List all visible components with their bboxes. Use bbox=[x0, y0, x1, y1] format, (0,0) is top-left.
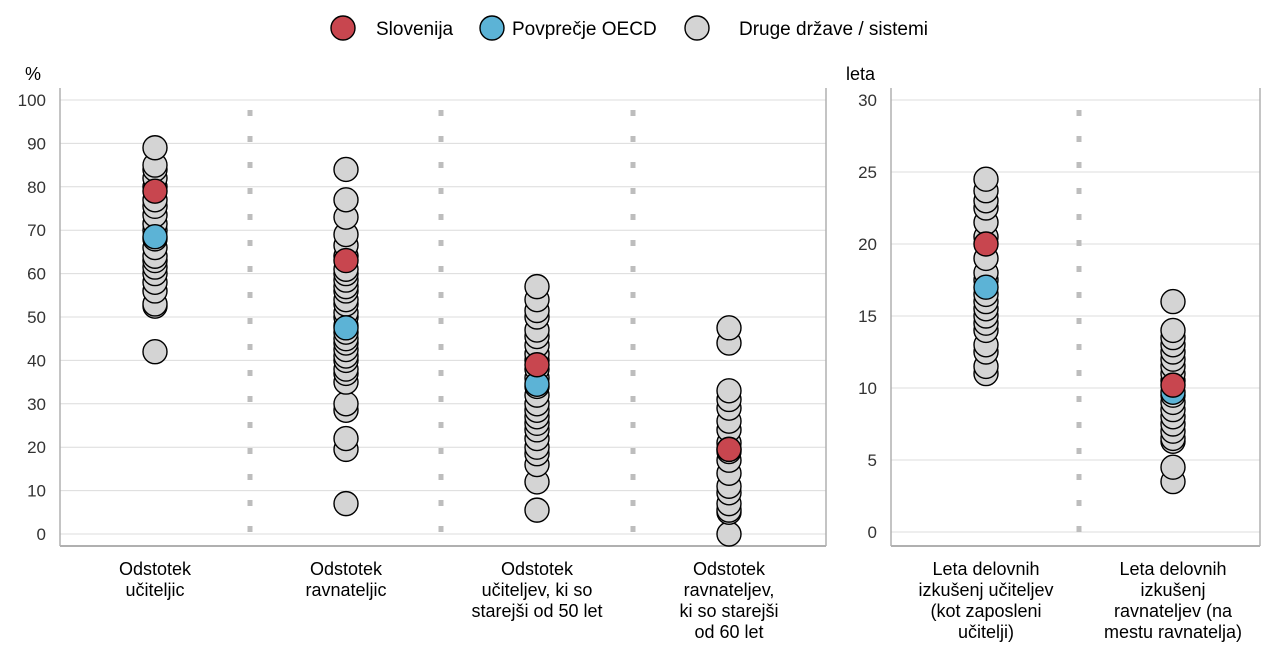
legend-label-1: Povprečje OECD bbox=[512, 19, 657, 40]
point-other bbox=[333, 425, 359, 452]
point-oecd bbox=[973, 274, 999, 300]
point-other bbox=[1160, 317, 1186, 344]
point-other bbox=[524, 273, 550, 300]
y-tick-label: 70 bbox=[27, 221, 46, 240]
point-other bbox=[142, 135, 168, 161]
legend-marker-2 bbox=[684, 15, 710, 41]
point-other bbox=[1160, 288, 1186, 315]
legend-label-2: Druge države / sistemi bbox=[739, 19, 928, 40]
category-label-0: Odstotek učiteljic bbox=[119, 559, 192, 600]
point-oecd bbox=[333, 315, 359, 341]
category-label-1: Leta delovnih izkušenj ravnateljev (na mest… bbox=[1104, 559, 1242, 642]
point-other bbox=[524, 497, 550, 523]
y-tick-label: 25 bbox=[858, 163, 877, 182]
point-slovenia bbox=[333, 247, 359, 274]
category-label-3: Odstotek ravnateljev, ki so starejši od 60 … bbox=[679, 559, 778, 642]
y-tick-label: 10 bbox=[27, 482, 46, 501]
unit-label: % bbox=[25, 64, 41, 84]
unit-label: leta bbox=[846, 64, 876, 84]
point-other bbox=[333, 187, 359, 213]
category-label-1: Odstotek ravnateljic bbox=[305, 559, 386, 600]
point-other bbox=[333, 391, 359, 417]
legend-marker-0 bbox=[330, 15, 356, 41]
y-tick-label: 90 bbox=[27, 134, 46, 153]
y-tick-label: 20 bbox=[27, 438, 46, 457]
point-slovenia bbox=[524, 352, 550, 378]
y-tick-label: 20 bbox=[858, 235, 877, 254]
y-tick-label: 0 bbox=[37, 525, 46, 544]
y-tick-label: 10 bbox=[858, 379, 877, 398]
point-other bbox=[716, 315, 742, 341]
y-tick-label: 60 bbox=[27, 265, 46, 284]
point-slovenia bbox=[142, 178, 168, 204]
legend-label-0: Slovenija bbox=[376, 19, 454, 40]
point-other bbox=[716, 521, 742, 547]
point-oecd bbox=[142, 224, 168, 250]
y-tick-label: 100 bbox=[18, 91, 46, 110]
point-other bbox=[142, 339, 168, 365]
point-other bbox=[1160, 454, 1186, 480]
y-tick-label: 30 bbox=[27, 395, 46, 414]
legend-marker-1 bbox=[479, 15, 505, 41]
y-tick-label: 40 bbox=[27, 351, 46, 370]
y-tick-label: 0 bbox=[868, 523, 877, 542]
point-other bbox=[973, 166, 999, 192]
point-other bbox=[333, 490, 359, 517]
y-tick-label: 50 bbox=[27, 308, 46, 327]
panel-percent: % 0 10 20 30 40 50 60 70 80 90 100 Odstotek učiteljic… bbox=[18, 64, 827, 642]
y-tick-label: 5 bbox=[868, 451, 877, 470]
y-tick-label: 30 bbox=[858, 91, 877, 110]
point-other bbox=[716, 378, 742, 404]
point-slovenia bbox=[1160, 372, 1186, 398]
y-tick-label: 15 bbox=[858, 307, 877, 326]
legend: Slovenija Povprečje OECD Druge države / si… bbox=[330, 15, 928, 41]
y-tick-label: 80 bbox=[27, 178, 46, 197]
panel-years: leta 0 5 10 15 20 25 30 Leta delovnih izkušenj uč… bbox=[846, 64, 1261, 642]
point-slovenia bbox=[716, 436, 742, 463]
point-slovenia bbox=[973, 231, 999, 257]
point-other bbox=[333, 156, 359, 183]
category-label-2: Odstotek učiteljev, ki so starejši od 50 l… bbox=[471, 559, 602, 621]
category-label-0: Leta delovnih izkušenj učiteljev (kot zapo… bbox=[918, 559, 1053, 642]
